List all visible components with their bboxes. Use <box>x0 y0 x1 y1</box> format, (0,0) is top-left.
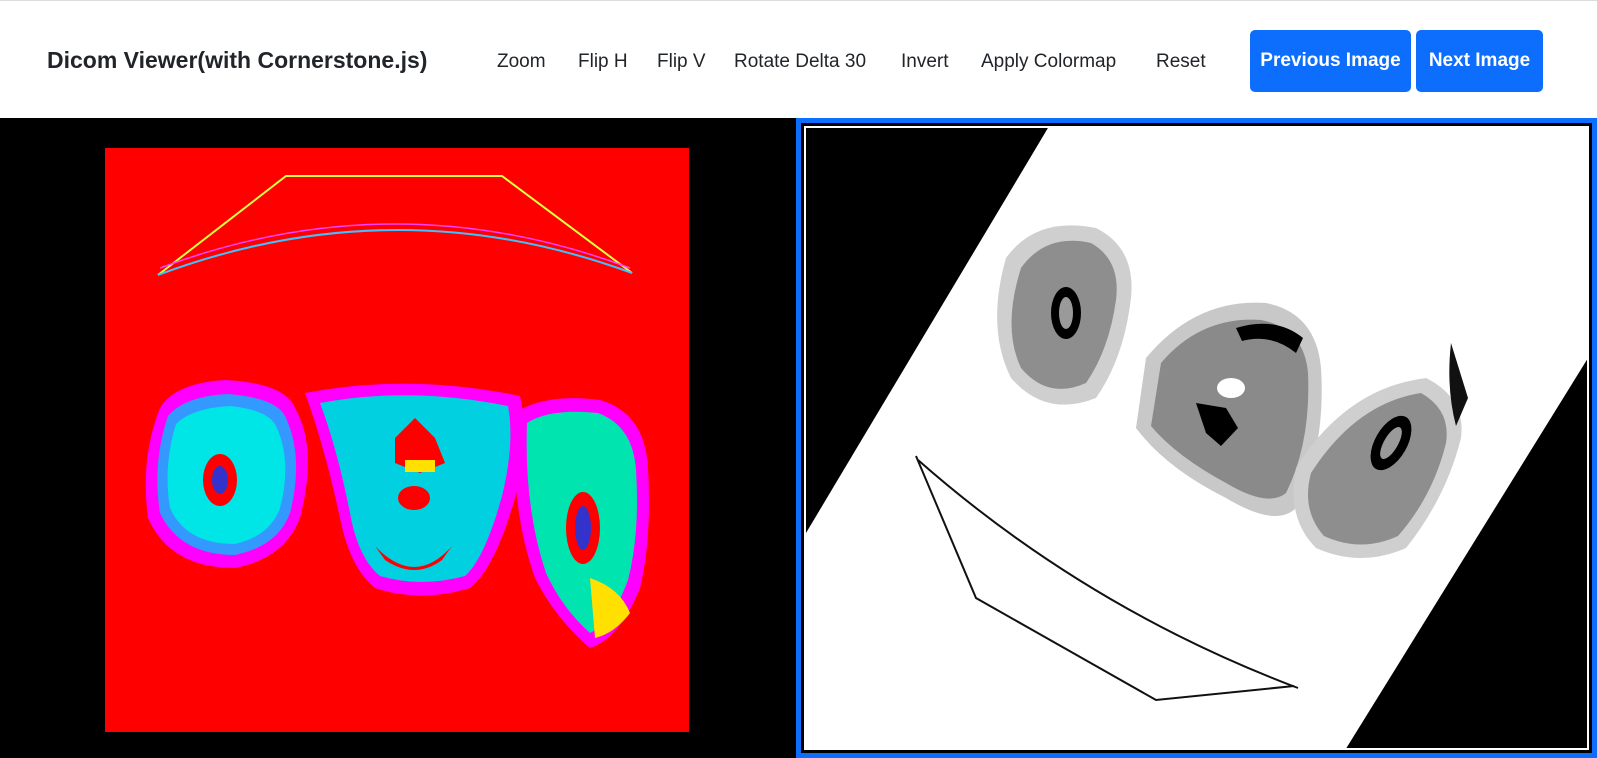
lower-right-arm <box>1293 343 1468 558</box>
left-arm <box>145 380 308 568</box>
flip-v-link[interactable]: Flip V <box>657 51 706 72</box>
right-viewport[interactable] <box>796 118 1597 758</box>
previous-image-button[interactable]: Previous Image <box>1250 30 1411 92</box>
scanner-table <box>157 175 633 276</box>
reset-link[interactable]: Reset <box>1156 51 1206 72</box>
colormap-ct-image <box>105 148 689 732</box>
app-title[interactable]: Dicom Viewer(with Cornerstone.js) <box>47 47 428 73</box>
torso <box>1136 302 1322 516</box>
rotate-delta-link[interactable]: Rotate Delta 30 <box>734 51 867 72</box>
zoom-link[interactable]: Zoom <box>497 51 546 72</box>
upper-left-arm <box>997 225 1132 405</box>
invert-link[interactable]: Invert <box>901 51 949 72</box>
right-viewport-canvas <box>804 126 1589 750</box>
scanner-table <box>915 455 1299 702</box>
right-arm <box>514 398 649 648</box>
apply-colormap-link[interactable]: Apply Colormap <box>981 51 1117 72</box>
next-image-button[interactable]: Next Image <box>1416 30 1543 92</box>
flip-h-link[interactable]: Flip H <box>578 51 628 72</box>
torso <box>305 383 524 596</box>
navbar: Dicom Viewer(with Cornerstone.js) Zoom F… <box>0 0 1597 118</box>
rotated-inverted-ct-image <box>806 128 1587 748</box>
left-viewport[interactable] <box>0 118 796 758</box>
